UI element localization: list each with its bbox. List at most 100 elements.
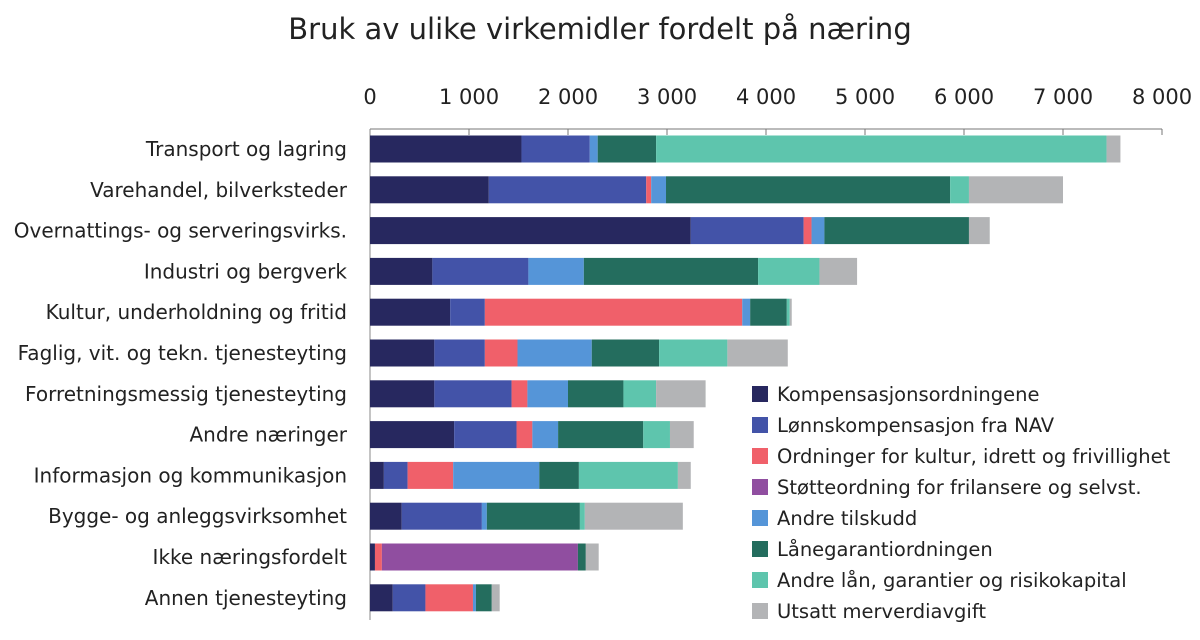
- bar-segment: [589, 135, 598, 163]
- bar-segment: [656, 380, 706, 408]
- bar-segment: [824, 217, 969, 245]
- bar-segment: [527, 380, 568, 408]
- bar-segment: [656, 135, 1107, 163]
- bar-segment: [803, 217, 812, 245]
- bar-segment: [472, 584, 476, 612]
- bar-segment: [659, 339, 728, 367]
- legend-swatch: [752, 510, 768, 526]
- bar-segment: [597, 135, 657, 163]
- bar-segment: [758, 257, 820, 285]
- bar-segment: [539, 461, 579, 489]
- legend-label: Utsatt merverdiavgift: [777, 600, 986, 623]
- bar-segment: [383, 461, 408, 489]
- bar-segment: [381, 543, 578, 571]
- bar-segment: [786, 298, 790, 326]
- bar-segment: [558, 421, 644, 449]
- bar-segment: [432, 257, 529, 285]
- x-axis: 0 1 000 2 000 3 000 4 000 5 000 6 000 7 000 8 00…: [363, 85, 1192, 620]
- legend-swatch: [752, 572, 768, 588]
- legend-swatch: [752, 417, 768, 433]
- x-tick-label: 6 000: [934, 85, 994, 109]
- bars: [370, 135, 1121, 612]
- bar-segment: [370, 502, 402, 530]
- bar-segment: [819, 257, 858, 285]
- bar-segment: [727, 339, 788, 367]
- bar-segment: [643, 421, 670, 449]
- legend-label: Lønnskompensasjon fra NAV: [777, 414, 1055, 437]
- category-label: Forretningsmessig tjenesteyting: [25, 382, 347, 406]
- bar-segment: [1106, 135, 1121, 163]
- bar-segment: [750, 298, 787, 326]
- bar-segment: [666, 176, 951, 204]
- legend-label: Andre lån, garantier og risikokapital: [777, 569, 1127, 592]
- bar-segment: [475, 584, 492, 612]
- bar-segment: [450, 298, 485, 326]
- bar-segment: [521, 135, 590, 163]
- legend-swatch: [752, 448, 768, 464]
- bar-segment: [578, 461, 678, 489]
- legend-label: Ordninger for kultur, idrett og frivilli…: [777, 445, 1171, 468]
- bar-segment: [491, 584, 500, 612]
- bar-segment: [811, 217, 825, 245]
- x-tick-label: 3 000: [637, 85, 697, 109]
- bar-segment: [454, 421, 517, 449]
- category-label: Transport og lagring: [145, 137, 347, 161]
- bar-segment: [484, 298, 743, 326]
- bar-segment: [789, 298, 792, 326]
- bar-segment: [591, 339, 660, 367]
- legend-swatch: [752, 386, 768, 402]
- bar-segment: [511, 380, 528, 408]
- bar-segment: [453, 461, 540, 489]
- x-tick-label: 8 000: [1132, 85, 1192, 109]
- bar-segment: [669, 421, 694, 449]
- legend-label: Støtteordning for frilansere og selvst.: [777, 476, 1142, 499]
- legend-label: Kompensasjonsordningene: [777, 383, 1039, 406]
- bar-segment: [583, 257, 759, 285]
- bar-segment: [425, 584, 473, 612]
- bar-segment: [370, 380, 435, 408]
- bar-segment: [370, 135, 522, 163]
- category-label: Faglig, vit. og tekn. tjenesteyting: [18, 341, 347, 365]
- bar-segment: [392, 584, 426, 612]
- bar-segment: [968, 176, 1063, 204]
- x-tick-label: 7 000: [1033, 85, 1093, 109]
- bar-segment: [585, 543, 599, 571]
- bar-segment: [374, 543, 382, 571]
- bar-segment: [584, 502, 683, 530]
- bar-segment: [742, 298, 751, 326]
- bar-segment: [370, 543, 375, 571]
- bar-segment: [370, 257, 433, 285]
- legend-swatch: [752, 541, 768, 557]
- bar-segment: [486, 502, 580, 530]
- chart-title: Bruk av ulike virkemidler fordelt på nær…: [288, 12, 912, 46]
- bar-segment: [677, 461, 691, 489]
- bar-segment: [407, 461, 454, 489]
- bar-segment: [434, 380, 512, 408]
- category-label: Overnattings- og serveringsvirks.: [14, 219, 347, 243]
- category-label: Kultur, underholdning og fritid: [46, 300, 347, 324]
- x-tick-label: 0: [363, 85, 376, 109]
- category-labels: Transport og lagring Varehandel, bilverks…: [14, 137, 348, 610]
- bar-segment: [370, 339, 435, 367]
- x-tick-label: 5 000: [835, 85, 895, 109]
- bar-segment: [532, 421, 559, 449]
- category-label: Bygge- og anleggsvirksomhet: [48, 504, 347, 528]
- category-label: Annen tjenesteyting: [145, 586, 347, 610]
- x-tick-label: 1 000: [439, 85, 499, 109]
- category-label: Informasjon og kommunikasjon: [34, 463, 347, 487]
- bar-segment: [516, 421, 533, 449]
- category-label: Industri og bergverk: [144, 259, 348, 283]
- bar-segment: [481, 502, 487, 530]
- legend-swatch: [752, 479, 768, 495]
- bar-segment: [370, 298, 451, 326]
- bar-segment: [968, 217, 990, 245]
- legend: Kompensasjonsordningene Lønnskompensasjon…: [752, 383, 1171, 623]
- bar-segment: [651, 176, 667, 204]
- bar-segment: [370, 217, 691, 245]
- bar-segment: [401, 502, 482, 530]
- bar-segment: [370, 421, 455, 449]
- bar-segment: [528, 257, 584, 285]
- category-label: Varehandel, bilverksteder: [90, 178, 348, 202]
